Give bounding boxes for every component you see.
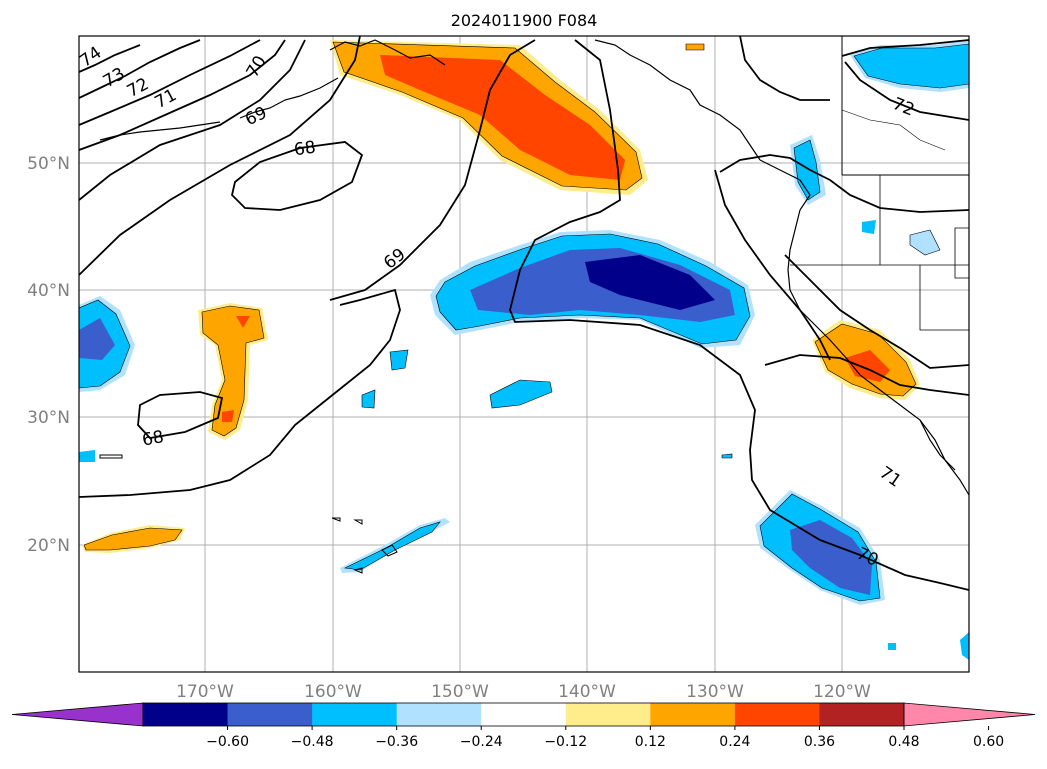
colorbar-tick-label: −0.36 [375,734,418,750]
latitude-labels: 50°N 40°N 30°N 20°N [27,154,70,556]
colorbar-bin [312,703,398,726]
positive-anomaly-20n-west [82,525,185,553]
negative-anomaly-west-edge [79,296,135,462]
colorbar-tick-label: 0.24 [719,734,750,750]
lon-label-130w: 130°W [686,682,744,702]
contour-label-68-south: 68 [141,427,166,450]
colorbar-bin [227,703,313,726]
positive-anomaly-west-central [198,303,268,440]
negative-anomaly-north-america [790,40,969,256]
colorbar-bin [143,703,229,726]
colorbar-tick-label: −0.12 [544,734,587,750]
colorbar-bin [819,703,905,726]
colorbar-tick-label: −0.60 [206,734,249,750]
contour-label-68-north: 68 [293,137,317,160]
colorbar-border [142,702,905,727]
colorbar-tick-label: 0.36 [804,734,835,750]
lon-label-170w: 170°W [176,682,234,702]
negative-anomaly-subtropics [755,490,969,660]
colorbar-tick-label: 0.12 [635,734,666,750]
lat-label-40n: 40°N [27,281,70,301]
map-panel: 74 73 72 71 70 69 68 69 68 72 71 70 [79,36,969,672]
colorbar-tick-label: 0.60 [973,734,1004,750]
colorbar-tick-label: 0.48 [888,734,919,750]
colorbar-tick-labels: −0.60 −0.48 −0.36 −0.24 −0.12 0.12 0.24 0.36 0.4… [206,734,1004,750]
colorbar-extension-high [903,702,1036,727]
positive-anomaly-gulf-of-alaska [330,40,705,195]
height-contours [79,36,969,591]
lat-label-20n: 20°N [27,536,70,556]
colorbar-bin [481,703,567,726]
lon-label-150w: 150°W [431,682,489,702]
colorbar-tick-label: −0.24 [460,734,503,750]
lon-label-120w: 120°W [813,682,871,702]
colorbar-bin [565,703,651,726]
colorbar-extension-low [11,702,144,727]
negative-anomaly-central-pacific [430,230,755,348]
colorbar-bin [734,703,820,726]
lon-label-160w: 160°W [304,682,362,702]
lon-label-140w: 140°W [558,682,616,702]
lat-label-50n: 50°N [27,154,70,174]
map-title: 2024011900 F084 [451,11,598,30]
colorbar-bin [396,703,482,726]
colorbar-tick-label: −0.48 [291,734,334,750]
map-border [78,35,970,673]
colorbar-bin [650,703,736,726]
negative-anomaly-small-blobs [361,349,733,459]
lat-label-30n: 30°N [27,408,70,428]
longitude-labels: 170°W 160°W 150°W 140°W 130°W 120°W [176,682,871,702]
colorbar [11,702,1036,730]
